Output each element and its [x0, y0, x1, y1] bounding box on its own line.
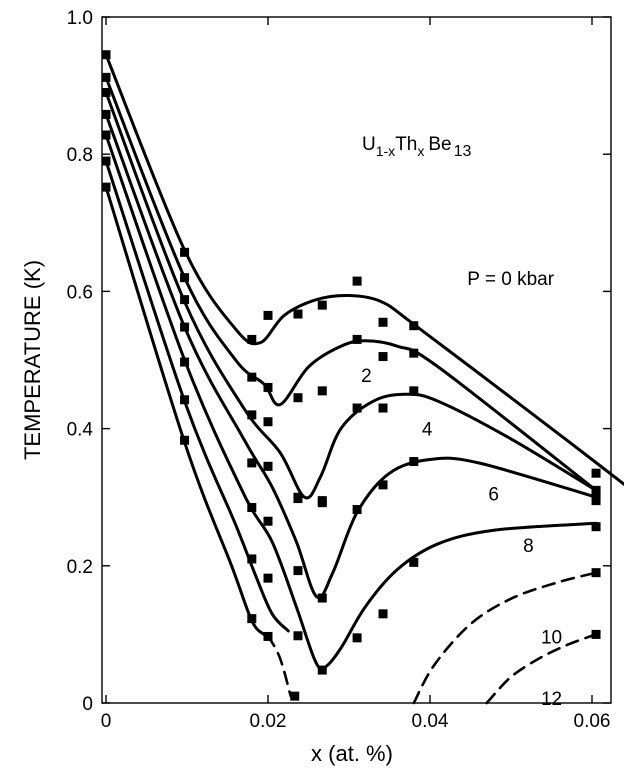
y-tick-label: 1.0: [67, 8, 93, 29]
data-point: [263, 631, 273, 641]
data-point: [101, 109, 111, 119]
data-point: [247, 334, 257, 344]
y-tick-label: 0: [82, 694, 93, 715]
x-tick-label: 0.04: [412, 711, 449, 732]
data-point: [317, 665, 327, 675]
data-point: [293, 566, 303, 576]
data-point: [293, 393, 303, 403]
y-axis-title: TEMPERATURE (K): [20, 260, 45, 460]
data-point: [247, 554, 257, 564]
data-point: [101, 156, 111, 166]
series-line-1: [104, 75, 598, 492]
curve-label: 12: [541, 689, 562, 710]
series-line-9: [485, 633, 598, 705]
data-point: [290, 691, 300, 701]
data-point: [180, 247, 190, 257]
data-point: [317, 498, 327, 508]
data-point: [101, 130, 111, 140]
data-point: [378, 609, 388, 619]
data-point: [247, 372, 257, 382]
data-point: [352, 403, 362, 413]
data-point: [101, 87, 111, 97]
series-line-0: [104, 53, 624, 487]
curve-annotations: P = 0 kbar 2 4 6 8 10 12: [361, 269, 562, 710]
data-point: [409, 321, 419, 331]
data-point: [293, 631, 303, 641]
data-point: [591, 629, 601, 639]
y-tick-label: 0.4: [67, 420, 94, 441]
data-point: [247, 614, 257, 624]
data-point: [247, 458, 257, 468]
data-point: [263, 516, 273, 526]
data-point: [101, 50, 111, 60]
series-line-4: [104, 133, 598, 671]
y-tick-label: 0.2: [67, 557, 93, 578]
data-point: [317, 386, 327, 396]
data-point: [591, 568, 601, 578]
data-point: [317, 593, 327, 603]
x-axis-title: x (at. %): [311, 741, 393, 766]
data-point: [180, 395, 190, 405]
data-point: [247, 410, 257, 420]
series-line-2: [104, 91, 598, 500]
series-line-5: [104, 159, 290, 633]
data-point: [180, 357, 190, 367]
data-point: [180, 322, 190, 332]
data-point: [591, 489, 601, 499]
data-point: [247, 502, 257, 512]
data-point: [317, 300, 327, 310]
data-point: [101, 72, 111, 82]
y-tick-label: 0.6: [67, 282, 93, 303]
data-point: [591, 468, 601, 478]
data-point: [263, 461, 273, 471]
data-point: [378, 317, 388, 327]
data-point: [409, 457, 419, 467]
compound-label: U1-xThx Be 13: [362, 134, 472, 160]
data-point: [293, 309, 303, 319]
data-point: [180, 295, 190, 305]
x-tick-label: 0.02: [250, 711, 287, 732]
data-point: [101, 182, 111, 192]
data-point: [352, 334, 362, 344]
data-point: [352, 505, 362, 515]
curve-label: 2: [361, 366, 372, 387]
data-point: [263, 310, 273, 320]
series-line-7: [266, 634, 292, 698]
data-point: [378, 480, 388, 490]
x-tick-label: 0: [101, 711, 112, 732]
data-point: [409, 348, 419, 358]
data-point: [263, 382, 273, 392]
data-points: [101, 50, 601, 701]
data-point: [180, 273, 190, 283]
x-tick-label: 0.06: [574, 711, 611, 732]
curve-label: P = 0 kbar: [467, 269, 554, 290]
curve-label: 10: [541, 627, 562, 648]
data-point: [352, 276, 362, 286]
data-point: [263, 573, 273, 583]
data-point: [591, 522, 601, 532]
data-point: [293, 494, 303, 504]
curve-label: 8: [523, 536, 534, 557]
curve-label: 4: [422, 419, 433, 440]
data-point: [409, 557, 419, 567]
curve-label: 6: [488, 485, 499, 506]
data-point: [352, 633, 362, 643]
data-point: [591, 496, 601, 506]
axis-ticks: 0 0.02 0.04 0.06 0 0.2 0.4 0.6 0.8 1.0: [67, 8, 611, 732]
data-point: [180, 435, 190, 445]
plot-frame: [101, 16, 612, 704]
data-point: [263, 417, 273, 427]
series-line-8: [412, 571, 598, 705]
series-line-3: [104, 112, 598, 600]
data-point: [378, 352, 388, 362]
data-point: [378, 403, 388, 413]
data-point: [409, 386, 419, 396]
y-tick-label: 0.8: [67, 145, 93, 166]
